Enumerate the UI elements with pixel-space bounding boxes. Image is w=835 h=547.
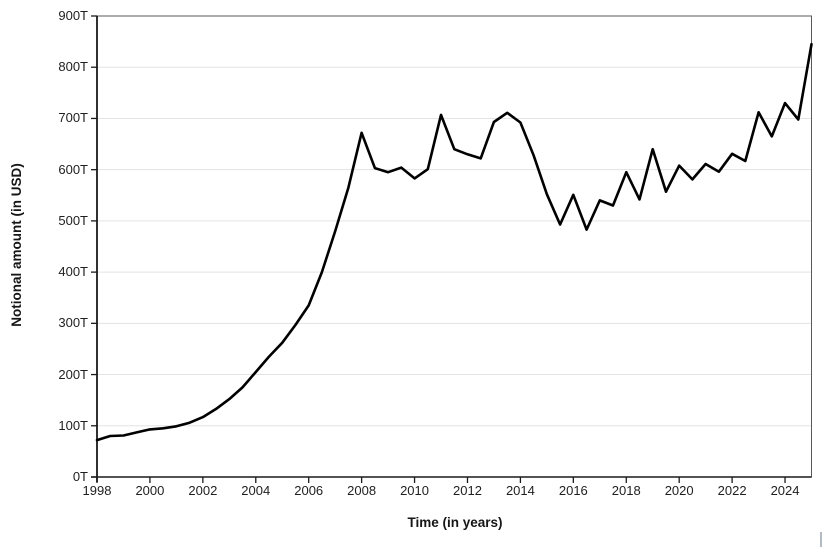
x-tick-label: 2020 (664, 483, 694, 498)
y-tick-label: 0T (72, 469, 88, 484)
y-tick-label: 900T (58, 8, 88, 23)
x-tick-label: 2016 (558, 483, 588, 498)
y-tick-label: 600T (58, 161, 88, 177)
x-tick-label: 2012 (453, 483, 482, 498)
y-tick-label: 800T (58, 59, 88, 75)
x-tick-label: 2010 (400, 483, 429, 498)
x-tick-label: 2008 (347, 483, 377, 498)
y-tick-label: 100T (58, 417, 88, 433)
series-line (95, 42, 813, 442)
y-tick-label: 500T (58, 212, 88, 228)
x-tick-label: 2024 (770, 483, 800, 498)
y-tick-label: 200T (58, 366, 88, 382)
plot-border (96, 15, 812, 478)
x-tick-label: 2004 (241, 483, 271, 498)
x-tick-label: 2022 (717, 483, 747, 498)
x-tick-label: 2018 (611, 483, 641, 498)
x-tick-label: 2000 (135, 483, 165, 498)
x-tick-label: 2014 (505, 483, 535, 498)
y-tick-label: 700T (58, 110, 88, 126)
x-tick-label: 2002 (188, 483, 218, 498)
x-tick-label: 1998 (82, 483, 112, 498)
y-tick-label: 300T (58, 315, 88, 331)
x-tick-label: 2006 (294, 483, 324, 498)
screen-artifact-line (820, 532, 822, 547)
y-tick-label: 400T (58, 264, 88, 280)
y-axis-title: Notional amount (in USD) (9, 163, 24, 327)
x-axis-title: Time (in years) (407, 515, 503, 530)
